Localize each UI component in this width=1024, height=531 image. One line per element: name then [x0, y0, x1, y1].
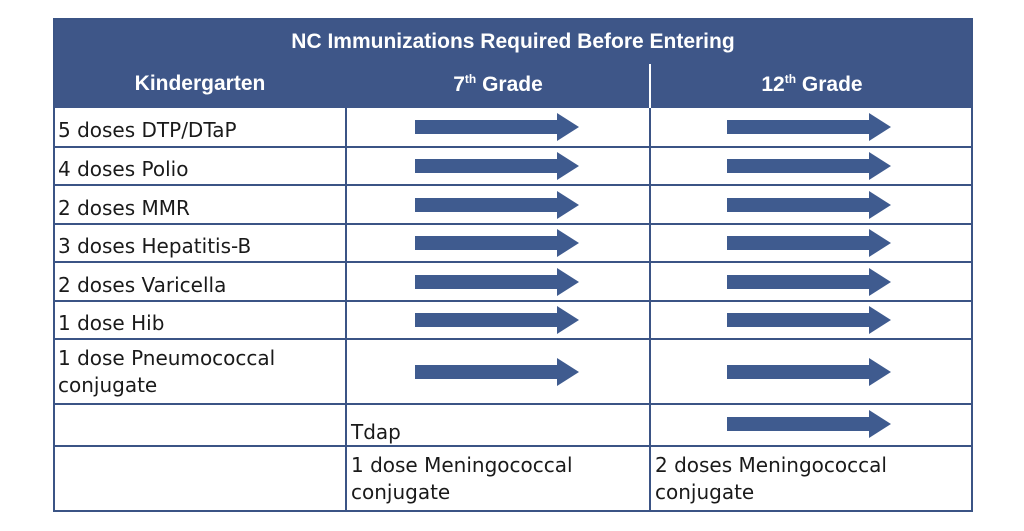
continue-arrow-icon: [727, 152, 891, 180]
continue-arrow-icon: [727, 410, 891, 438]
continue-arrow-icon: [727, 306, 891, 334]
cell-kindergarten: 1 dose Pneumococcal conjugate: [58, 346, 276, 397]
column-divider: [345, 108, 347, 512]
col-header-grade-12-sup: th: [784, 72, 797, 86]
cell-grade-7: 1 dose Meningococcal conjugate: [351, 453, 573, 504]
row-divider: [55, 184, 971, 186]
continue-arrow-icon: [415, 191, 579, 219]
row-divider: [55, 300, 971, 302]
col-header-grade-12: 12th Grade: [651, 72, 973, 97]
table-header: NC Immunizations Required Before Enterin…: [55, 20, 971, 108]
col-header-kindergarten-label: Kindergarten: [134, 72, 266, 95]
continue-arrow-icon: [415, 229, 579, 257]
col-header-kindergarten: Kindergarten: [55, 72, 345, 96]
continue-arrow-icon: [727, 358, 891, 386]
continue-arrow-icon: [415, 306, 579, 334]
cell-kindergarten: 4 doses Polio: [58, 157, 189, 181]
continue-arrow-icon: [415, 113, 579, 141]
cell-kindergarten: 3 doses Hepatitis-B: [58, 234, 252, 258]
header-divider: [649, 64, 651, 108]
col-header-grade-7: 7th Grade: [347, 72, 649, 97]
continue-arrow-icon: [415, 152, 579, 180]
immunization-table: NC Immunizations Required Before Enterin…: [53, 18, 973, 512]
cell-kindergarten: 2 doses MMR: [58, 196, 190, 220]
continue-arrow-icon: [727, 229, 891, 257]
column-divider: [649, 108, 651, 512]
row-divider: [55, 146, 971, 148]
continue-arrow-icon: [727, 191, 891, 219]
continue-arrow-icon: [415, 268, 579, 296]
cell-kindergarten: 2 doses Varicella: [58, 273, 227, 297]
row-divider: [55, 223, 971, 225]
col-header-grade-12-number: 12: [761, 73, 785, 96]
cell-kindergarten: 1 dose Hib: [58, 311, 165, 335]
col-header-grade-7-label: Grade: [482, 73, 543, 96]
row-divider: [55, 445, 971, 447]
cell-kindergarten: 5 doses DTP/DTaP: [58, 118, 237, 142]
continue-arrow-icon: [727, 113, 891, 141]
row-divider: [55, 403, 971, 405]
continue-arrow-icon: [727, 268, 891, 296]
table-title: NC Immunizations Required Before Enterin…: [291, 30, 735, 53]
cell-grade-7: Tdap: [351, 420, 401, 444]
col-header-grade-7-number: 7: [453, 73, 465, 96]
row-divider: [55, 261, 971, 263]
row-divider: [55, 338, 971, 340]
col-header-grade-7-sup: th: [464, 72, 477, 86]
cell-grade-12: 2 doses Meningococcal conjugate: [655, 453, 887, 504]
col-header-grade-12-label: Grade: [801, 73, 863, 96]
continue-arrow-icon: [415, 358, 579, 386]
